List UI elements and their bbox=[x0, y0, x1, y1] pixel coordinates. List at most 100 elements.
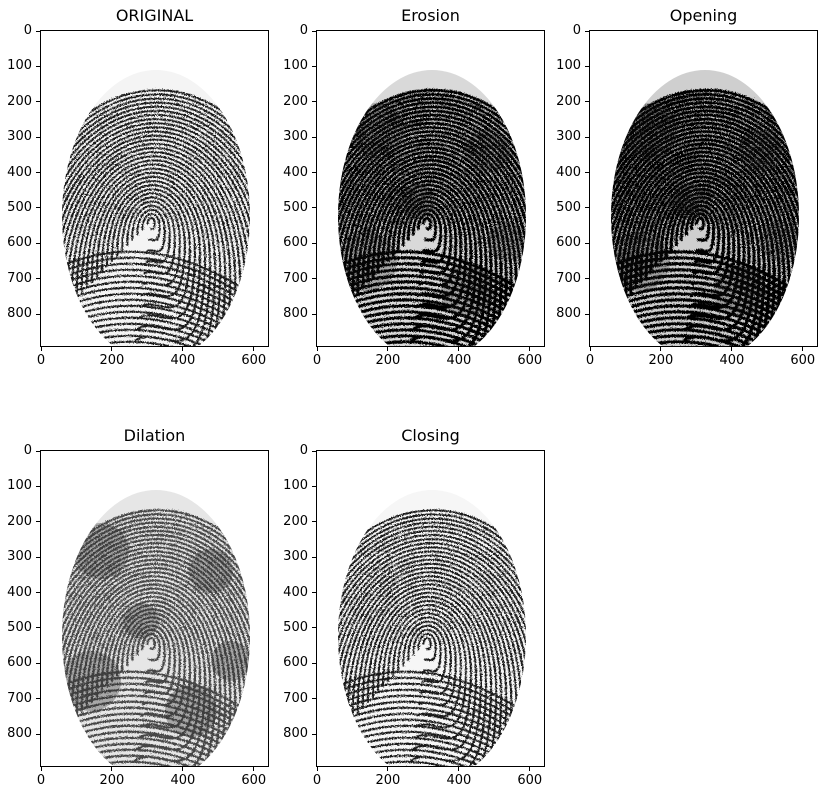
y-tick-label: 500 bbox=[283, 199, 308, 215]
y-tick-label: 0 bbox=[299, 23, 308, 38]
y-tick-mark bbox=[36, 592, 41, 594]
y-tick-label: 0 bbox=[572, 23, 581, 38]
y-tick-label: 500 bbox=[283, 619, 308, 635]
x-tick-mark bbox=[802, 346, 804, 351]
y-tick-mark bbox=[585, 172, 590, 174]
axes-frame: 0 100 200 300 400 500 600 700 800 0 200 400 600 bbox=[7, 444, 269, 788]
x-tick-mark bbox=[458, 766, 460, 771]
x-tick-label: 400 bbox=[446, 353, 472, 368]
x-tick-label: 200 bbox=[648, 353, 674, 368]
panel-opening: Opening 0 100 200 300 400 500 600 700 800 0 200 400 6… bbox=[556, 0, 818, 368]
y-tick-label: 100 bbox=[283, 58, 308, 74]
y-tick-mark bbox=[312, 592, 317, 594]
y-tick-label: 800 bbox=[283, 726, 308, 742]
x-tick-mark bbox=[253, 346, 255, 351]
fingerprint-image bbox=[338, 70, 526, 346]
x-tick-mark bbox=[182, 766, 184, 771]
y-tick-label: 0 bbox=[23, 23, 32, 38]
y-tick-label: 700 bbox=[283, 270, 308, 286]
x-tick-label: 200 bbox=[99, 773, 125, 788]
fingerprint-image bbox=[62, 490, 250, 766]
x-tick-label: 400 bbox=[446, 773, 472, 788]
y-tick-label: 200 bbox=[7, 513, 32, 529]
x-tick-label: 600 bbox=[241, 773, 267, 788]
y-tick-label: 300 bbox=[7, 549, 32, 565]
x-tick-mark bbox=[589, 346, 591, 351]
y-tick-mark bbox=[585, 65, 590, 67]
panel-title: Dilation bbox=[123, 426, 186, 445]
y-tick-mark bbox=[36, 242, 41, 244]
y-tick-label: 100 bbox=[7, 58, 32, 74]
y-tick-label: 400 bbox=[7, 164, 32, 180]
y-tick-mark bbox=[36, 662, 41, 664]
y-tick-mark bbox=[585, 242, 590, 244]
panel-original: ORIGINAL 0 100 200 300 400 500 600 700 800 0 200 400… bbox=[7, 0, 269, 368]
y-tick-label: 800 bbox=[7, 726, 32, 742]
axes-frame: 0 100 200 300 400 500 600 700 800 0 200 400 600 bbox=[556, 24, 818, 368]
y-tick-label: 600 bbox=[283, 655, 308, 671]
y-tick-mark bbox=[36, 207, 41, 209]
x-tick-mark bbox=[387, 346, 389, 351]
fingerprint-image bbox=[62, 70, 250, 346]
y-tick-label: 300 bbox=[556, 129, 581, 145]
y-tick-mark bbox=[36, 278, 41, 280]
y-tick-label: 100 bbox=[283, 478, 308, 494]
x-tick-label: 0 bbox=[36, 773, 46, 788]
y-tick-mark bbox=[585, 278, 590, 280]
y-tick-label: 100 bbox=[556, 58, 581, 74]
y-tick-label: 800 bbox=[283, 306, 308, 322]
y-tick-label: 600 bbox=[7, 655, 32, 671]
y-tick-label: 100 bbox=[7, 478, 32, 494]
x-tick-label: 200 bbox=[375, 353, 401, 368]
y-tick-label: 600 bbox=[283, 235, 308, 251]
y-tick-label: 300 bbox=[7, 129, 32, 145]
x-tick-mark bbox=[182, 346, 184, 351]
axes-frame: 0 100 200 300 400 500 600 700 800 0 200 400 600 bbox=[283, 24, 545, 368]
y-tick-mark bbox=[312, 278, 317, 280]
y-tick-mark bbox=[312, 313, 317, 315]
panel-title: Erosion bbox=[401, 6, 460, 25]
y-tick-label: 0 bbox=[299, 443, 308, 458]
y-tick-mark bbox=[312, 65, 317, 67]
y-tick-mark bbox=[312, 242, 317, 244]
y-tick-mark bbox=[312, 450, 317, 452]
y-tick-label: 200 bbox=[283, 513, 308, 529]
y-tick-mark bbox=[36, 556, 41, 558]
y-tick-mark bbox=[312, 627, 317, 629]
y-tick-mark bbox=[312, 521, 317, 523]
x-tick-mark bbox=[529, 346, 531, 351]
x-tick-label: 400 bbox=[170, 353, 196, 368]
x-tick-label: 200 bbox=[375, 773, 401, 788]
x-tick-label: 0 bbox=[312, 353, 322, 368]
y-tick-mark bbox=[312, 136, 317, 138]
y-tick-mark bbox=[585, 101, 590, 103]
y-tick-mark bbox=[312, 698, 317, 700]
y-tick-mark bbox=[36, 450, 41, 452]
y-tick-mark bbox=[36, 627, 41, 629]
x-tick-mark bbox=[660, 346, 662, 351]
panel-title: Closing bbox=[401, 426, 460, 445]
y-tick-mark bbox=[585, 30, 590, 32]
y-tick-label: 600 bbox=[7, 235, 32, 251]
x-tick-label: 600 bbox=[517, 353, 543, 368]
y-tick-label: 500 bbox=[7, 619, 32, 635]
panel-title: ORIGINAL bbox=[115, 6, 194, 25]
y-tick-mark bbox=[36, 485, 41, 487]
y-tick-mark bbox=[36, 65, 41, 67]
x-tick-mark bbox=[316, 766, 318, 771]
y-tick-mark bbox=[312, 662, 317, 664]
y-tick-label: 200 bbox=[556, 93, 581, 109]
y-tick-label: 200 bbox=[7, 93, 32, 109]
panel-title: Opening bbox=[669, 6, 738, 25]
x-tick-mark bbox=[387, 766, 389, 771]
x-tick-mark bbox=[40, 346, 42, 351]
y-tick-mark bbox=[312, 101, 317, 103]
y-tick-label: 200 bbox=[283, 93, 308, 109]
x-tick-mark bbox=[316, 346, 318, 351]
y-tick-label: 300 bbox=[283, 129, 308, 145]
panel-erosion: Erosion 0 100 200 300 400 500 600 700 800 0 200 400 6… bbox=[283, 0, 545, 368]
x-tick-label: 600 bbox=[517, 773, 543, 788]
x-tick-label: 200 bbox=[99, 353, 125, 368]
fingerprint-image bbox=[338, 490, 526, 766]
